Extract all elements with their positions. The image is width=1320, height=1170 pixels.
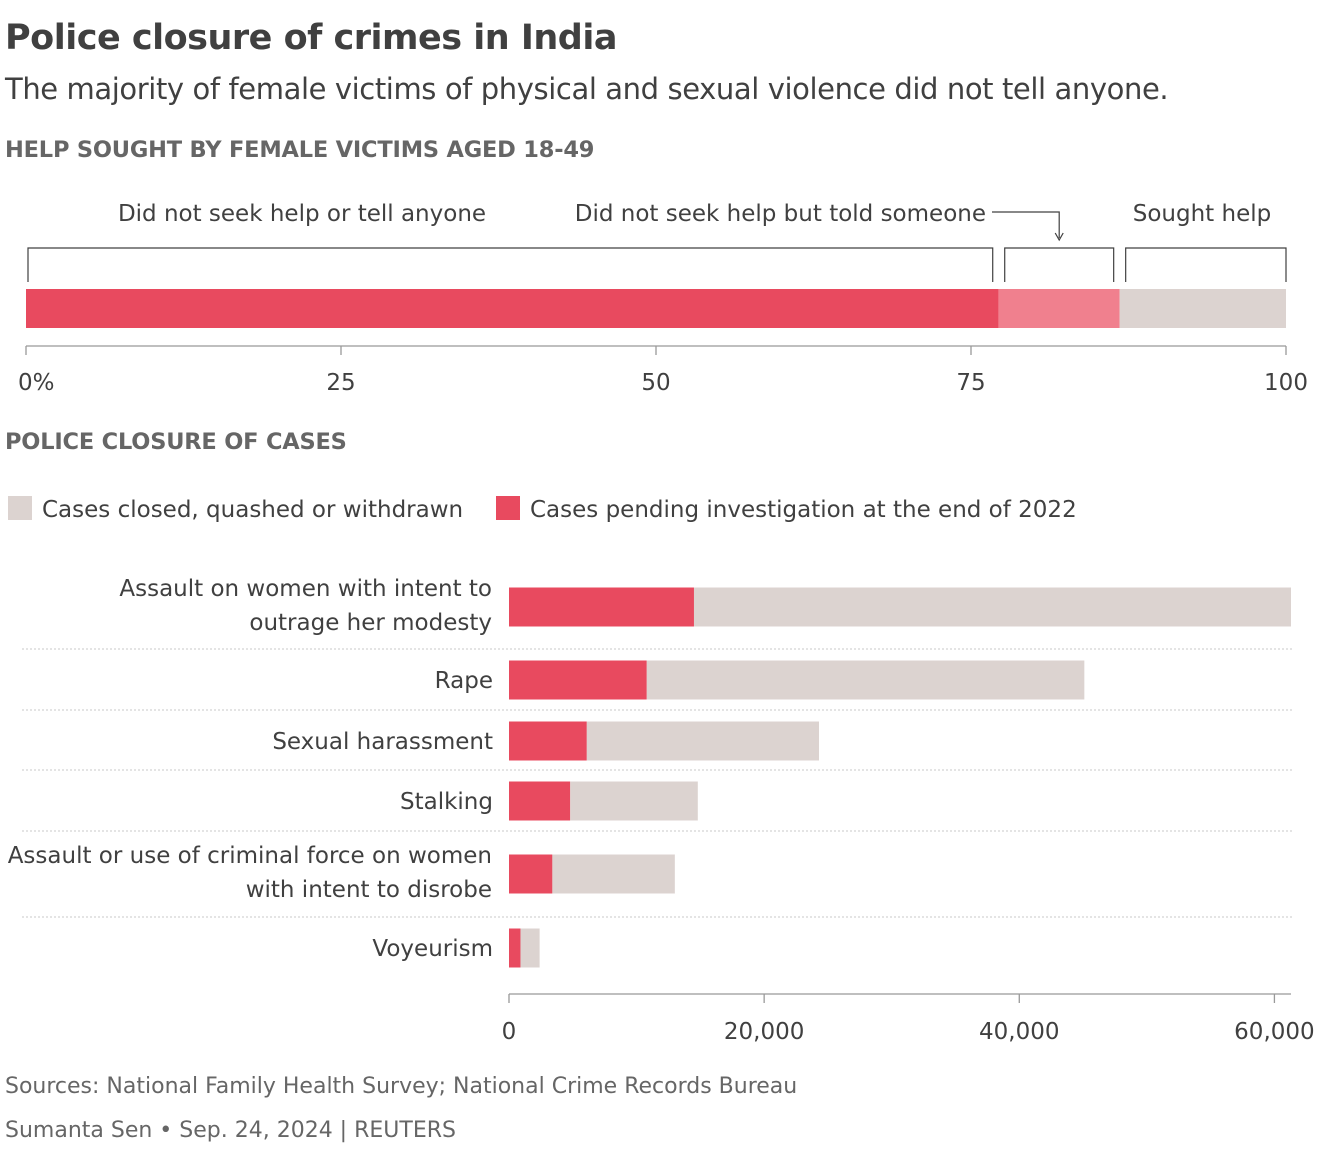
police-closure-section-title: POLICE CLOSURE OF CASES (5, 429, 347, 455)
cases-tick-label: 20,000 (724, 1019, 804, 1045)
bracket-3 (1125, 247, 1287, 282)
category-label: Voyeurism (372, 936, 493, 962)
segment-label-2: Did not seek help but told someone (575, 201, 986, 227)
bar-pending-1 (509, 587, 694, 627)
segment-label-1: Did not seek help or tell anyone (118, 201, 486, 227)
help-bar-segment-1 (26, 289, 999, 328)
legend-swatch-closed (8, 496, 32, 520)
leader-arrowhead (1054, 232, 1064, 242)
bar-closed-2 (646, 660, 1085, 700)
chart-title: Police closure of crimes in India (5, 18, 617, 58)
help-bar-segment-3 (1119, 289, 1286, 328)
bar-pending-3 (509, 721, 587, 761)
category-label-line-1: Assault on women with intent to (119, 576, 492, 602)
help-tick-label: 0% (18, 370, 55, 396)
bar-closed-1 (693, 587, 1291, 627)
chart-subtitle: The majority of female victims of physic… (5, 72, 1169, 106)
bar-pending-6 (509, 928, 521, 968)
bracket-2 (1004, 247, 1115, 282)
category-label: Sexual harassment (272, 729, 493, 755)
bar-pending-4 (509, 781, 571, 821)
category-label-line-1: Assault or use of criminal force on wome… (8, 843, 492, 869)
bar-closed-3 (586, 721, 819, 761)
help-tick-label: 50 (641, 370, 670, 396)
help-bar-segment-2 (998, 289, 1120, 328)
segment-label-3: Sought help (1133, 201, 1271, 227)
help-tick-label: 100 (1264, 370, 1308, 396)
bar-pending-2 (509, 660, 647, 700)
cases-tick-label: 40,000 (979, 1019, 1059, 1045)
help-tick-label: 75 (956, 370, 985, 396)
category-label-line-2: with intent to disrobe (246, 877, 492, 903)
legend-label-pending: Cases pending investigation at the end o… (530, 497, 1077, 523)
bar-closed-4 (570, 781, 698, 821)
credit-line: Sumanta Sen • Sep. 24, 2024 | REUTERS (5, 1118, 456, 1143)
bar-pending-5 (509, 854, 553, 894)
cases-tick-label: 60,000 (1234, 1019, 1314, 1045)
bar-closed-6 (520, 928, 540, 968)
category-label: Rape (435, 668, 493, 694)
legend-swatch-pending (496, 496, 520, 520)
help-tick-label: 25 (326, 370, 355, 396)
help-sought-section-title: HELP SOUGHT BY FEMALE VICTIMS AGED 18-49 (5, 137, 595, 163)
category-label: Stalking (400, 789, 493, 815)
legend-label-closed: Cases closed, quashed or withdrawn (42, 497, 463, 523)
category-label-line-2: outrage her modesty (249, 610, 492, 636)
cases-tick-label: 0 (502, 1019, 517, 1045)
bar-closed-5 (552, 854, 675, 894)
bracket-1 (27, 247, 994, 282)
sources-note: Sources: National Family Health Survey; … (5, 1074, 798, 1099)
leader-line (992, 211, 1060, 238)
